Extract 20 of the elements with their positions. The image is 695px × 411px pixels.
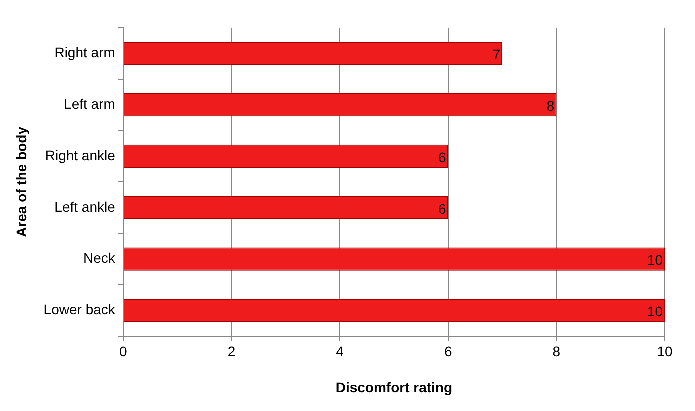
x-axis-title: Discomfort rating [336, 379, 453, 396]
data-label: 8 [546, 98, 555, 114]
data-label: 10 [647, 304, 664, 320]
data-label: 6 [438, 149, 447, 166]
y-tick-label: Left arm [64, 96, 116, 112]
data-label: 7 [492, 46, 501, 63]
y-tick-label: Right ankle [45, 147, 116, 164]
y-tick-label: Left ankle [54, 198, 116, 215]
x-tick-label: 2 [228, 344, 236, 360]
y-tick-label: Neck [83, 250, 116, 266]
x-tick-label: 4 [336, 344, 344, 360]
data-label: 10 [647, 252, 664, 268]
y-tick-label: Right arm [54, 44, 116, 61]
x-tick-label: 0 [119, 344, 128, 360]
y-tick-label: Lower back [44, 302, 116, 318]
x-tick-label: 8 [552, 344, 561, 360]
x-tick-label: 6 [444, 344, 452, 360]
data-label: 6 [438, 200, 447, 217]
y-axis-title: Area of the body [13, 126, 30, 238]
x-tick-label: 10 [657, 344, 673, 360]
